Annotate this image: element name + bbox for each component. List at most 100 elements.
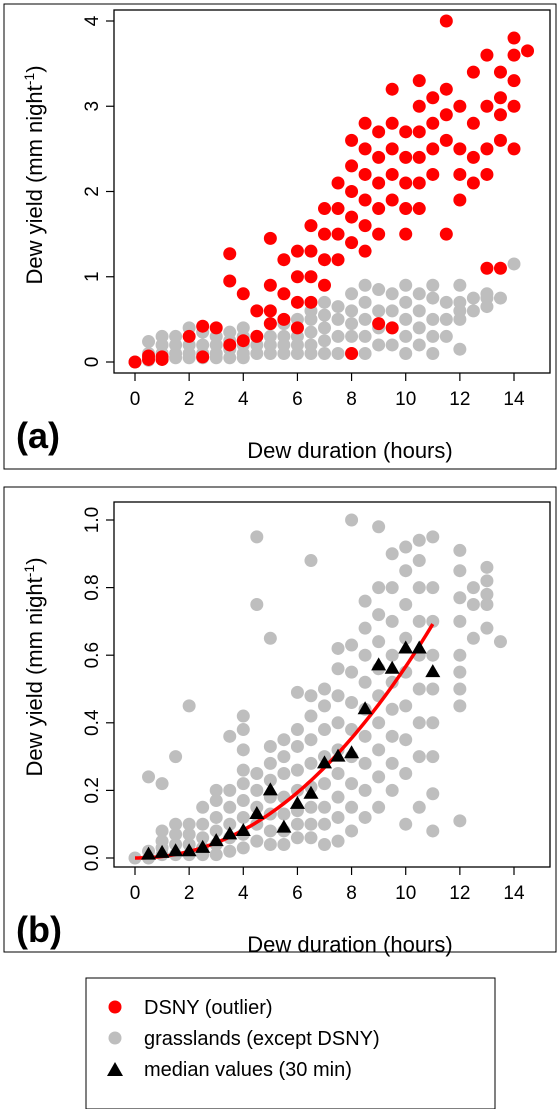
grassland-point [439,295,453,309]
dsny-point [331,202,345,216]
grassland-point [196,831,210,845]
grassland-point [142,335,156,349]
dsny-point [345,159,359,173]
grassland-point [426,530,440,544]
dsny-point [426,116,440,130]
grassland-point [331,716,345,730]
grassland-point [453,342,467,356]
grassland-point [399,329,413,343]
median-point [181,843,197,857]
panel-a-y-tick-label: 4 [82,15,103,26]
grassland-point [399,817,413,831]
grassland-point [290,685,304,699]
grassland-point [345,696,359,710]
grassland-point [304,325,318,339]
grassland-point [385,614,399,628]
dsny-point [466,150,480,164]
grassland-point [277,837,291,851]
grassland-point [304,817,318,831]
dsny-point [250,329,264,343]
panel-b: 0 2 4 6 8 10 12 14 0.0 0.2 0.4 0.6 0.8 1.0 Dew durat… [3,486,557,957]
dsny-point [345,133,359,147]
grassland-point [277,750,291,764]
grassland-point [250,783,264,797]
dsny-point [331,227,345,241]
grassland-point [466,291,480,305]
grassland-point [318,800,331,814]
dsny-point [155,350,169,364]
grassland-point [412,682,426,696]
panel-b-y-tick-label: 0.0 [82,845,103,871]
grassland-point [182,817,196,831]
dsny-point [223,274,237,288]
dsny-point [385,142,399,156]
dsny-point [358,142,372,156]
grassland-point [236,743,250,757]
grassland-point [426,716,440,730]
grassland-point [331,641,345,655]
grassland-point [318,346,331,360]
grassland-point [399,564,413,578]
dsny-point [358,244,372,258]
grassland-point [480,574,494,588]
grassland-point [453,682,467,696]
median-point [262,782,278,796]
grassland-point [385,547,399,561]
panel-b-y-tick-label: 1.0 [82,507,103,533]
dsny-point [466,65,480,79]
grassland-point [236,777,250,791]
grassland-point [345,317,359,331]
median-point [168,843,184,857]
grassland-point [331,767,345,780]
dsny-point [480,261,494,275]
grassland-point [263,824,277,838]
grassland-point [250,834,264,848]
dsny-point [372,317,386,331]
grassland-point [196,800,210,814]
grassland-point [345,638,359,652]
dsny-point [493,65,507,79]
dsny-point [385,82,399,96]
dsny-point [412,202,426,216]
dsny-point [196,319,210,333]
panel-b-points [128,513,507,865]
grassland-point [331,346,345,360]
grassland-point [412,716,426,730]
grassland-point [345,824,359,838]
panel-b-x-tick-label: 4 [238,883,249,904]
median-point [371,657,387,671]
grassland-point [345,665,359,679]
panel-b-x-axis-label: Dew duration (hours) [247,932,452,957]
grassland-point [399,346,413,360]
dsny-point [439,133,453,147]
panel-a-x-tick-label: 0 [130,389,141,410]
panel-b-x-tick-label: 2 [184,883,195,904]
panel-b-y-tick-label: 0.6 [82,642,103,668]
legend-triangle-marker [107,1062,123,1076]
grassland-point [412,304,426,318]
dsny-point [304,270,318,284]
panel-b-y-label-close: ) [22,557,47,564]
median-point [289,795,305,809]
dsny-point [318,253,331,267]
grassland-point [304,733,318,747]
panel-a-x-tick-label: 6 [292,389,303,410]
dsny-point [358,167,372,181]
grassland-point [372,283,386,297]
grassland-point [263,329,277,343]
grassland-point [209,794,223,808]
panel-b-label: (b) [16,909,62,950]
grassland-point [236,810,250,824]
grassland-point [142,770,156,784]
grassland-point [331,790,345,804]
dsny-point [263,304,277,318]
grassland-point [209,824,223,838]
dsny-point [412,99,426,113]
grassland-point [304,709,318,723]
dsny-point [345,236,359,250]
dsny-point [399,176,413,190]
dsny-point [493,133,507,147]
grassland-point [426,291,440,305]
legend-circle-marker [108,1000,122,1014]
grassland-point [358,278,372,292]
